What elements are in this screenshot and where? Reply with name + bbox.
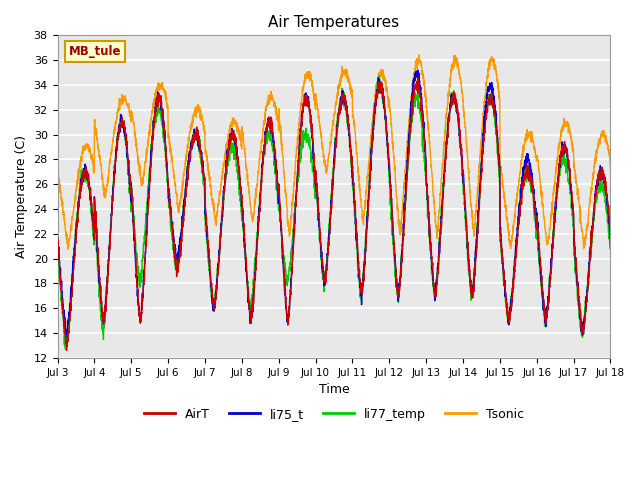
X-axis label: Time: Time (319, 383, 349, 396)
Legend: AirT, li75_t, li77_temp, Tsonic: AirT, li75_t, li77_temp, Tsonic (139, 403, 529, 426)
Text: MB_tule: MB_tule (68, 45, 121, 58)
Y-axis label: Air Temperature (C): Air Temperature (C) (15, 135, 28, 258)
Title: Air Temperatures: Air Temperatures (268, 15, 399, 30)
